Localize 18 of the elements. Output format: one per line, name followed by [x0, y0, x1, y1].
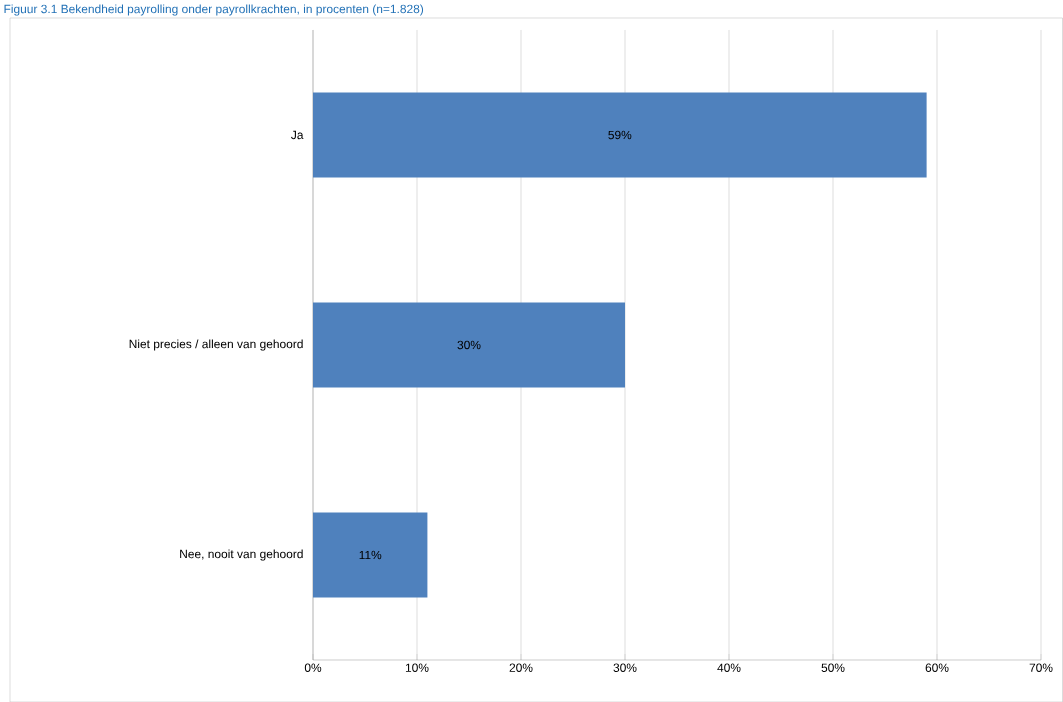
- x-tick-label: 0%: [304, 663, 322, 672]
- y-tick-label: Ja: [291, 130, 304, 140]
- bar: [313, 92, 927, 178]
- x-tick-label: 40%: [717, 663, 741, 672]
- bar: [313, 302, 626, 388]
- x-tick-label: 10%: [405, 663, 429, 672]
- x-tick-label: 20%: [509, 663, 533, 672]
- data-label: 30%: [457, 340, 481, 350]
- y-tick-label: Niet precies / alleen van gehoord: [129, 339, 303, 351]
- data-label: 11%: [359, 550, 382, 560]
- x-tick-label: 70%: [1029, 663, 1053, 672]
- y-tick-label: Nee, nooit van gehoord: [180, 549, 303, 561]
- x-tick-label: 30%: [613, 663, 637, 672]
- x-tick-label: 60%: [925, 663, 949, 672]
- x-tick-label: 50%: [821, 663, 845, 672]
- text: Figuur 3.1 Bekendheid payrolling onder payrollkrachten, in procenten (n=1.828): [4, 4, 424, 16]
- data-label: 59%: [608, 130, 632, 140]
- bar: [313, 512, 428, 598]
